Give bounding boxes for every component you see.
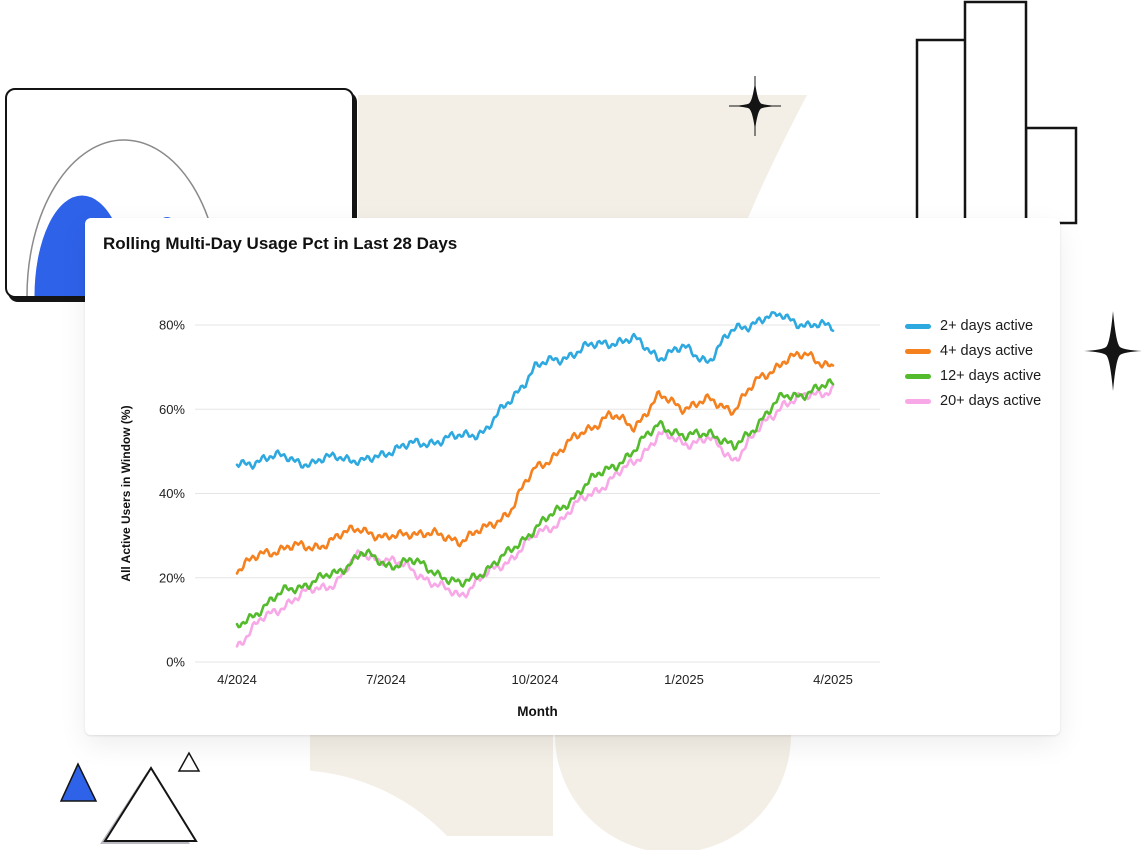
chart-title: Rolling Multi-Day Usage Pct in Last 28 D… <box>103 234 458 253</box>
usage-chart: 0% 20% 40% 60% 80% 4/2024 7/2024 10/2024 1/2025 4… <box>119 311 880 719</box>
y-tick-label: 0% <box>166 655 185 670</box>
y-tick-label: 40% <box>159 486 185 501</box>
legend-item: 12+ days active <box>905 368 1041 384</box>
x-tick-label: 4/2024 <box>217 672 257 687</box>
x-axis-label: Month <box>517 704 557 719</box>
legend-label: 4+ days active <box>940 343 1034 359</box>
series-line-20-days-active <box>235 384 835 648</box>
legend-swatch <box>905 398 931 404</box>
legend-swatch <box>905 373 931 379</box>
x-tick-label: 10/2024 <box>512 672 559 687</box>
sparkle-icon <box>729 76 781 136</box>
legend-swatch <box>905 348 931 354</box>
series-line-2-days-active <box>235 311 835 470</box>
bar-chart-illustration <box>915 0 1078 225</box>
y-tick-label: 60% <box>159 402 185 417</box>
triangle-illustration <box>59 751 201 844</box>
y-axis-label: All Active Users in Window (%) <box>119 405 133 581</box>
x-tick-label: 7/2024 <box>366 672 406 687</box>
legend-swatch <box>905 323 931 329</box>
usage-chart-card: Rolling Multi-Day Usage Pct in Last 28 D… <box>85 218 1060 735</box>
legend-label: 20+ days active <box>940 393 1042 409</box>
sparkle-icon <box>1084 311 1142 391</box>
series-line-12-days-active <box>235 378 835 629</box>
x-tick-label: 1/2025 <box>664 672 704 687</box>
gridlines <box>195 324 880 663</box>
legend-item: 20+ days active <box>905 393 1041 409</box>
legend-label: 2+ days active <box>940 318 1034 334</box>
y-tick-label: 80% <box>159 318 185 333</box>
legend-item: 4+ days active <box>905 343 1041 359</box>
legend-item: 2+ days active <box>905 318 1041 334</box>
x-tick-label: 4/2025 <box>813 672 853 687</box>
y-tick-label: 20% <box>159 570 185 585</box>
legend-label: 12+ days active <box>940 368 1042 384</box>
chart-legend: 2+ days active 4+ days active 12+ days act… <box>905 318 1041 409</box>
series-line-4-days-active <box>235 350 835 575</box>
